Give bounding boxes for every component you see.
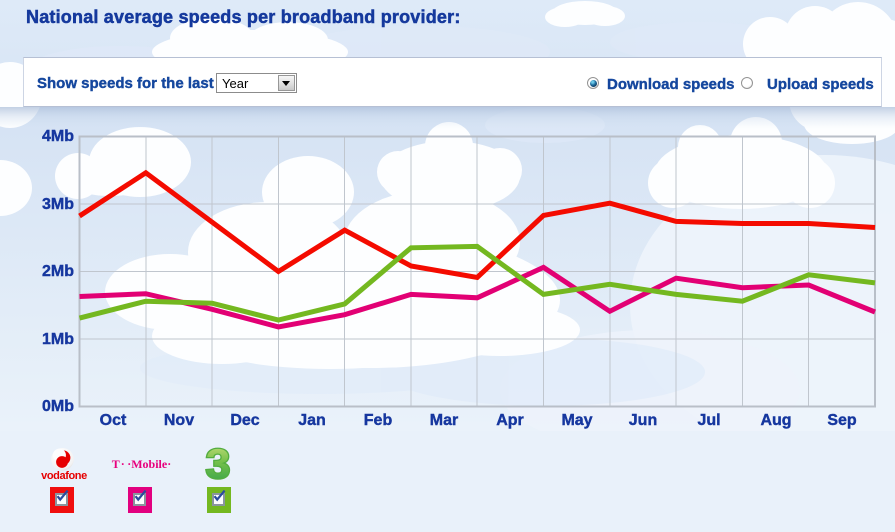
svg-text:3: 3 — [206, 444, 231, 484]
